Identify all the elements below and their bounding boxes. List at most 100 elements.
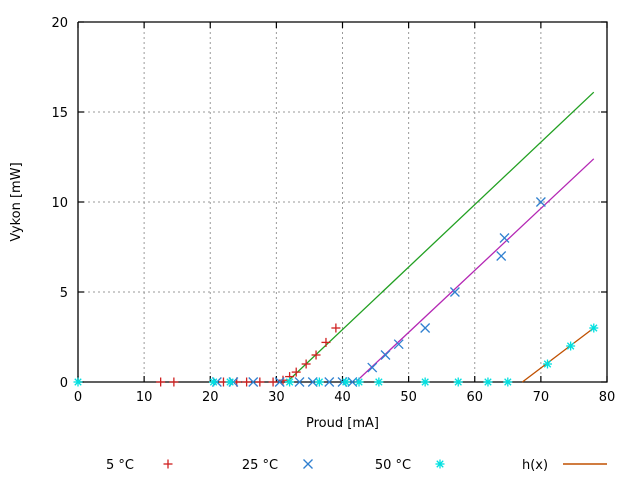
- marker-stroke: [307, 377, 318, 387]
- x-tick-label: 60: [466, 390, 483, 405]
- legend-label-0: 5 °C: [106, 458, 134, 473]
- y-tick-label: 0: [60, 376, 68, 391]
- data-point: [301, 359, 311, 369]
- y-tick-label: 20: [51, 16, 68, 31]
- fit-line-fit5C: [286, 91, 595, 383]
- x-tick-label: 10: [136, 390, 153, 405]
- axis-titles: Proud [mA] Vykon [mW]: [9, 162, 379, 431]
- legend-label-1: 25 °C: [242, 458, 278, 473]
- data-point: [242, 377, 252, 387]
- marker-stroke: [436, 460, 444, 468]
- marker-stroke: [504, 378, 512, 386]
- data-point: [156, 377, 166, 387]
- data-point: [380, 350, 391, 360]
- marker-stroke: [375, 378, 383, 386]
- data-point: [503, 377, 513, 387]
- data-point: [420, 323, 431, 333]
- x-tick-label: 30: [268, 390, 285, 405]
- data-point: [367, 362, 378, 373]
- data-point: [449, 287, 460, 297]
- data-point: [341, 377, 351, 387]
- data-point: [347, 377, 358, 387]
- x-tick-label: 70: [533, 390, 550, 405]
- x-tick-label: 50: [400, 390, 417, 405]
- y-tick-label: 5: [60, 286, 68, 301]
- data-point: [285, 377, 295, 387]
- marker-stroke: [420, 323, 431, 333]
- data-point: [73, 377, 83, 387]
- data-point: [321, 337, 331, 347]
- data-point: [255, 377, 265, 387]
- marker-stroke: [248, 377, 259, 387]
- data-point: [274, 377, 285, 387]
- marker-stroke: [274, 377, 285, 387]
- marker-stroke: [566, 342, 575, 350]
- marker-stroke: [294, 377, 305, 387]
- legend: 5 °C 25 °C 50 °C h(x): [106, 458, 607, 473]
- marker-stroke: [543, 360, 552, 368]
- grid-lines: [78, 22, 607, 382]
- marker-stroke: [315, 378, 324, 386]
- legend-label-2: 50 °C: [375, 458, 411, 473]
- data-point: [453, 377, 463, 387]
- data-point: [354, 377, 364, 387]
- y-axis-title: Vykon [mW]: [9, 162, 24, 241]
- marker-stroke: [342, 378, 350, 386]
- marker-stroke: [454, 378, 462, 386]
- fit-line-hx: [521, 327, 595, 383]
- marker-stroke: [209, 378, 218, 386]
- marker-stroke: [347, 377, 358, 387]
- data-point: [483, 377, 493, 387]
- data-point: [169, 377, 179, 387]
- marker-stroke: [355, 378, 363, 386]
- x-tick-label: 80: [599, 390, 616, 405]
- data-point: [291, 367, 301, 377]
- data-point: [307, 377, 318, 387]
- x-tick-label: 0: [74, 390, 82, 405]
- marker-stroke: [74, 378, 82, 386]
- data-point: [566, 341, 576, 351]
- data-point: [225, 377, 235, 387]
- legend-marker-1: [303, 459, 313, 469]
- legend-label-3: h(x): [522, 458, 548, 473]
- data-point: [209, 377, 219, 387]
- legend-marker-0: [163, 459, 173, 469]
- legend-marker-2: [435, 459, 445, 469]
- data-point: [393, 339, 404, 350]
- marker-stroke: [421, 378, 429, 386]
- marker-stroke: [324, 377, 335, 387]
- marker-stroke: [380, 350, 391, 360]
- data-point: [542, 359, 552, 369]
- marker-stroke: [303, 459, 313, 469]
- series-50C: [73, 323, 599, 387]
- data-point: [499, 233, 510, 243]
- data-point: [420, 377, 430, 387]
- x-tick-label: 40: [334, 390, 351, 405]
- marker-stroke: [449, 287, 460, 297]
- data-point: [278, 375, 288, 385]
- data-point: [248, 377, 259, 387]
- x-axis-title: Proud [mA]: [306, 416, 379, 431]
- marker-stroke: [285, 378, 294, 386]
- marker-stroke: [367, 362, 378, 373]
- marker-stroke: [499, 233, 510, 243]
- marker-stroke: [226, 378, 234, 386]
- data-point: [268, 377, 278, 387]
- marker-stroke: [590, 324, 598, 332]
- data-point: [294, 377, 305, 387]
- data-point: [324, 377, 335, 387]
- marker-stroke: [535, 197, 546, 207]
- x-tick-label: 20: [202, 390, 219, 405]
- data-point: [374, 377, 384, 387]
- data-point: [496, 251, 507, 261]
- fit-line-fit25C: [355, 158, 595, 383]
- data-point: [589, 323, 599, 333]
- data-point: [311, 350, 321, 360]
- marker-stroke: [496, 251, 507, 261]
- data-point: [535, 197, 546, 207]
- axis-ticks: 0 10 20 30 40 50 60 70 80 0 5 10 15 20: [51, 16, 615, 405]
- fit-lines: [286, 91, 595, 383]
- marker-stroke: [393, 339, 404, 350]
